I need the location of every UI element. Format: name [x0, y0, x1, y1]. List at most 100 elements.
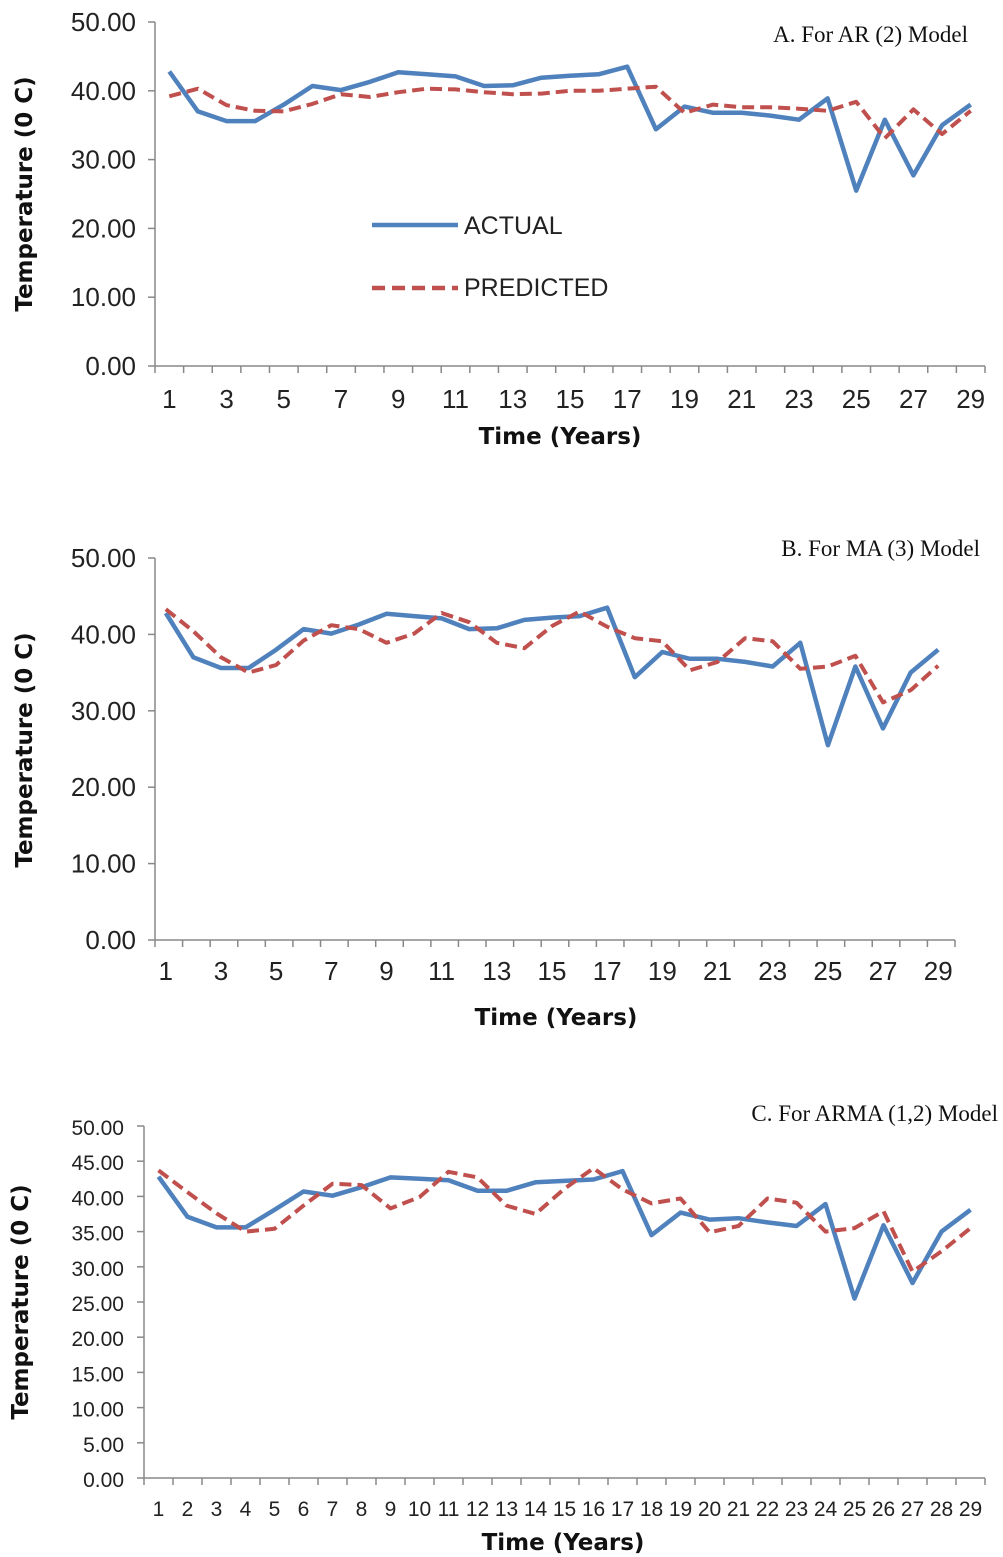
x-tick-label: 27 [869, 956, 898, 986]
x-tick-label: 1 [162, 384, 176, 414]
y-tick-label: 10.00 [71, 849, 136, 879]
x-tick-label: 5 [277, 384, 291, 414]
x-tick-label: 27 [899, 384, 928, 414]
y-tick-label: 40.00 [71, 76, 136, 106]
y-axis-title: Temperature (0 C) [12, 632, 38, 867]
chart-title: C. For ARMA (1,2) Model [751, 1101, 998, 1126]
y-tick-label: 40.00 [71, 1187, 124, 1210]
y-tick-label: 50.00 [71, 7, 136, 37]
y-tick-label: 30.00 [71, 1258, 124, 1281]
x-tick-label: 29 [959, 1498, 982, 1521]
x-tick-label: 21 [703, 956, 732, 986]
x-tick-label: 29 [956, 384, 985, 414]
x-tick-label: 28 [930, 1498, 953, 1521]
chart-title: B. For MA (3) Model [781, 536, 980, 561]
x-tick-label: 2 [182, 1498, 194, 1521]
y-tick-label: 30.00 [71, 145, 136, 175]
x-tick-label: 25 [813, 956, 842, 986]
x-tick-label: 5 [269, 1498, 281, 1521]
x-tick-label: 23 [758, 956, 787, 986]
y-axis-title: Temperature (0 C) [12, 76, 38, 311]
x-tick-label: 3 [211, 1498, 223, 1521]
x-tick-label: 6 [298, 1498, 310, 1521]
x-tick-label: 8 [356, 1498, 368, 1521]
chart-ar2: A. For AR (2) Model Time (Years) Tempera… [12, 7, 986, 450]
x-tick-label: 9 [379, 956, 393, 986]
chart-ma3: B. For MA (3) Model Time (Years) Tempera… [12, 536, 980, 1031]
x-axis-title: Time (Years) [482, 1530, 645, 1556]
x-tick-label: 26 [872, 1498, 895, 1521]
x-tick-label: 15 [553, 1498, 576, 1521]
y-tick-label: 50.00 [71, 543, 136, 573]
x-tick-label: 13 [482, 956, 511, 986]
x-tick-label: 1 [159, 956, 173, 986]
x-tick-label: 13 [495, 1498, 518, 1521]
x-tick-label: 17 [613, 384, 642, 414]
x-tick-label: 11 [442, 384, 469, 414]
y-tick-label: 20.00 [71, 213, 136, 243]
x-tick-label: 23 [785, 1498, 808, 1521]
x-tick-label: 17 [593, 956, 622, 986]
x-tick-label: 21 [727, 1498, 750, 1521]
x-tick-label: 27 [901, 1498, 924, 1521]
x-tick-label: 16 [582, 1498, 605, 1521]
x-tick-label: 29 [924, 956, 953, 986]
chart-title: A. For AR (2) Model [773, 22, 968, 47]
chart-arma12: C. For ARMA (1,2) Model Time (Years) Tem… [8, 1101, 998, 1556]
x-tick-label: 14 [524, 1498, 548, 1521]
y-tick-label: 20.00 [71, 1328, 124, 1351]
x-tick-label: 12 [466, 1498, 489, 1521]
x-tick-label: 7 [324, 956, 338, 986]
y-tick-label: 20.00 [71, 772, 136, 802]
y-tick-label: 35.00 [71, 1223, 124, 1246]
x-tick-label: 24 [814, 1498, 838, 1521]
x-tick-label: 1 [153, 1498, 165, 1521]
y-tick-label: 25.00 [71, 1293, 124, 1316]
x-tick-label: 25 [843, 1498, 866, 1521]
x-tick-label: 7 [327, 1498, 339, 1521]
legend-actual-label: ACTUAL [464, 212, 563, 240]
x-tick-label: 10 [408, 1498, 431, 1521]
x-tick-label: 11 [428, 956, 455, 986]
x-tick-label: 20 [698, 1498, 721, 1521]
x-tick-label: 19 [648, 956, 677, 986]
x-tick-label: 21 [727, 384, 756, 414]
y-tick-label: 10.00 [71, 1399, 124, 1422]
x-tick-label: 3 [219, 384, 233, 414]
x-axis-title: Time (Years) [479, 424, 642, 450]
x-tick-label: 18 [640, 1498, 663, 1521]
x-tick-label: 13 [498, 384, 527, 414]
series-predicted-line [164, 607, 940, 705]
x-tick-label: 22 [756, 1498, 779, 1521]
series-actual-line [156, 1168, 972, 1301]
y-axis-title: Temperature (0 C) [8, 1184, 34, 1419]
y-tick-label: 45.00 [71, 1152, 124, 1175]
plot-area: 0.00 5.00 10.00 15.00 20.00 25.00 30.00 35.00 40… [71, 1117, 986, 1521]
x-tick-label: 15 [538, 956, 567, 986]
x-tick-label: 17 [611, 1498, 634, 1521]
x-tick-label: 7 [334, 384, 348, 414]
y-tick-label: 40.00 [71, 619, 136, 649]
series-actual-line [167, 64, 973, 193]
y-tick-label: 5.00 [83, 1434, 124, 1457]
y-tick-label: 50.00 [71, 1117, 124, 1140]
x-tick-label: 5 [269, 956, 283, 986]
series-predicted-line [168, 84, 972, 141]
y-tick-label: 0.00 [85, 925, 136, 955]
x-tick-label: 19 [669, 1498, 692, 1521]
y-tick-label: 10.00 [71, 282, 136, 312]
y-tick-label: 30.00 [71, 696, 136, 726]
x-tick-label: 15 [556, 384, 585, 414]
x-axis-title: Time (Years) [475, 1005, 638, 1031]
y-tick-label: 0.00 [83, 1469, 124, 1492]
series-predicted-line [157, 1166, 972, 1274]
x-tick-label: 4 [240, 1498, 252, 1521]
x-tick-label: 9 [385, 1498, 397, 1521]
x-tick-label: 23 [785, 384, 814, 414]
x-tick-label: 19 [670, 384, 699, 414]
series-actual-line [163, 605, 940, 748]
x-tick-label: 11 [438, 1498, 460, 1521]
y-tick-label: 0.00 [85, 351, 136, 381]
